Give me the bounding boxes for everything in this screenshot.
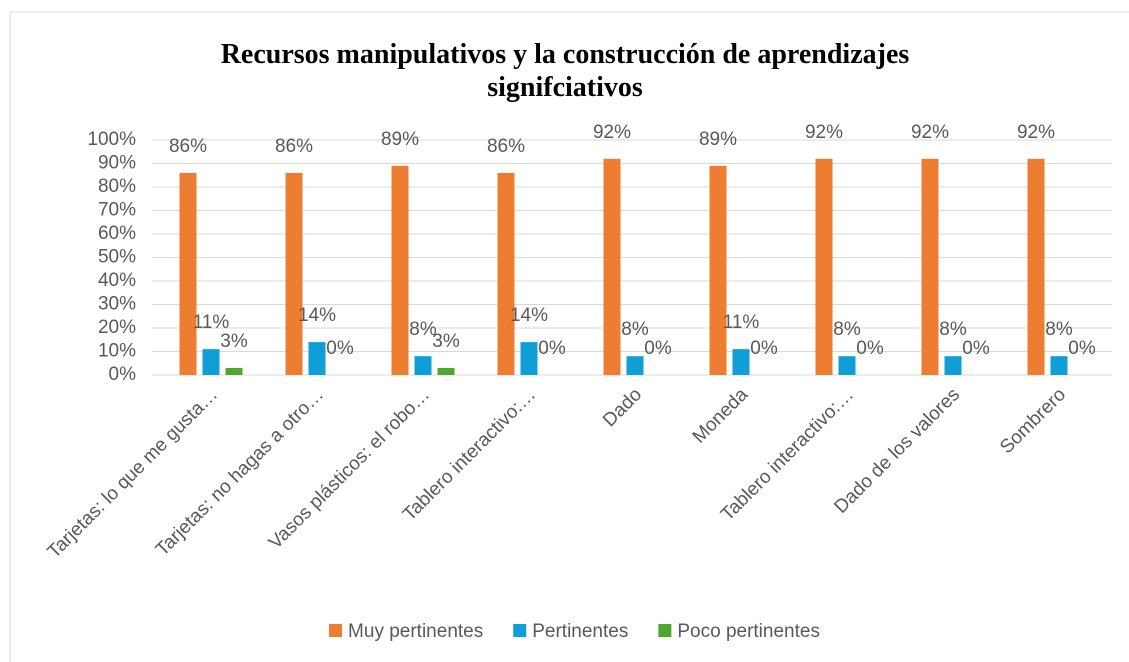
value-label: 8%	[1045, 319, 1073, 340]
value-label: 92%	[805, 122, 843, 143]
value-label: 0%	[750, 338, 778, 359]
legend-swatch	[658, 624, 672, 637]
y-tick-label: 100%	[87, 129, 136, 150]
legend-label: Poco pertinentes	[677, 621, 820, 642]
value-label: 0%	[644, 338, 672, 359]
bar	[285, 172, 303, 375]
y-tick-label: 30%	[98, 294, 136, 315]
value-label: 92%	[593, 122, 631, 143]
chart-title: Recursos manipulativos y la construcción…	[220, 39, 910, 103]
bar	[709, 165, 727, 375]
bar	[179, 172, 197, 375]
y-tick-label: 50%	[98, 247, 136, 268]
bar	[921, 158, 939, 375]
value-label: 0%	[538, 338, 566, 359]
legend-label: Muy pertinentes	[348, 621, 483, 642]
bar	[391, 165, 409, 375]
bar	[838, 356, 856, 375]
legend-label: Pertinentes	[532, 621, 628, 642]
value-label: 86%	[169, 136, 207, 157]
legend-swatch	[329, 624, 343, 637]
y-tick-label: 60%	[98, 223, 136, 244]
value-label: 3%	[220, 331, 248, 352]
value-label: 86%	[275, 136, 313, 157]
y-tick-label: 90%	[98, 153, 136, 174]
x-tick-label: Moneda	[689, 384, 753, 448]
bar	[225, 367, 243, 375]
value-label: 8%	[621, 319, 649, 340]
value-label: 86%	[487, 136, 525, 157]
value-label: 92%	[911, 122, 949, 143]
value-label: 0%	[1068, 338, 1096, 359]
value-label: 89%	[699, 129, 737, 150]
value-label: 0%	[856, 338, 884, 359]
value-label: 0%	[962, 338, 990, 359]
bar	[437, 367, 455, 375]
value-label: 89%	[381, 129, 419, 150]
y-tick-label: 70%	[98, 200, 136, 221]
bar	[626, 356, 644, 375]
bar	[497, 172, 515, 375]
y-tick-label: 10%	[98, 341, 136, 362]
bar	[603, 158, 621, 375]
x-tick-label: Sombrero	[996, 384, 1070, 458]
bar	[815, 158, 833, 375]
value-label: 3%	[432, 331, 460, 352]
value-label: 92%	[1017, 122, 1055, 143]
chart-border	[9, 11, 1129, 662]
x-tick-label: Tarjetas: lo que me gusta…	[44, 384, 222, 562]
bar	[944, 356, 962, 375]
value-label: 11%	[193, 312, 230, 333]
value-label: 8%	[833, 319, 861, 340]
value-label: 8%	[939, 319, 967, 340]
y-tick-label: 80%	[98, 176, 136, 197]
bar	[308, 342, 326, 375]
bar	[414, 356, 432, 375]
bar	[1050, 356, 1068, 375]
x-tick-label: Dado	[599, 384, 646, 431]
y-tick-label: 20%	[98, 317, 136, 338]
value-label: 14%	[510, 305, 548, 326]
y-tick-label: 0%	[109, 364, 137, 385]
value-label: 8%	[409, 319, 437, 340]
value-label: 11%	[723, 312, 760, 333]
value-label: 0%	[326, 338, 354, 359]
y-tick-label: 40%	[98, 270, 136, 291]
value-label: 14%	[298, 305, 336, 326]
legend-swatch	[513, 624, 527, 637]
bar	[1027, 158, 1045, 375]
x-tick-label: Tarjetas: no hagas a otro…	[152, 384, 328, 560]
bar	[520, 342, 538, 375]
bar	[202, 349, 220, 375]
bar	[732, 349, 750, 375]
